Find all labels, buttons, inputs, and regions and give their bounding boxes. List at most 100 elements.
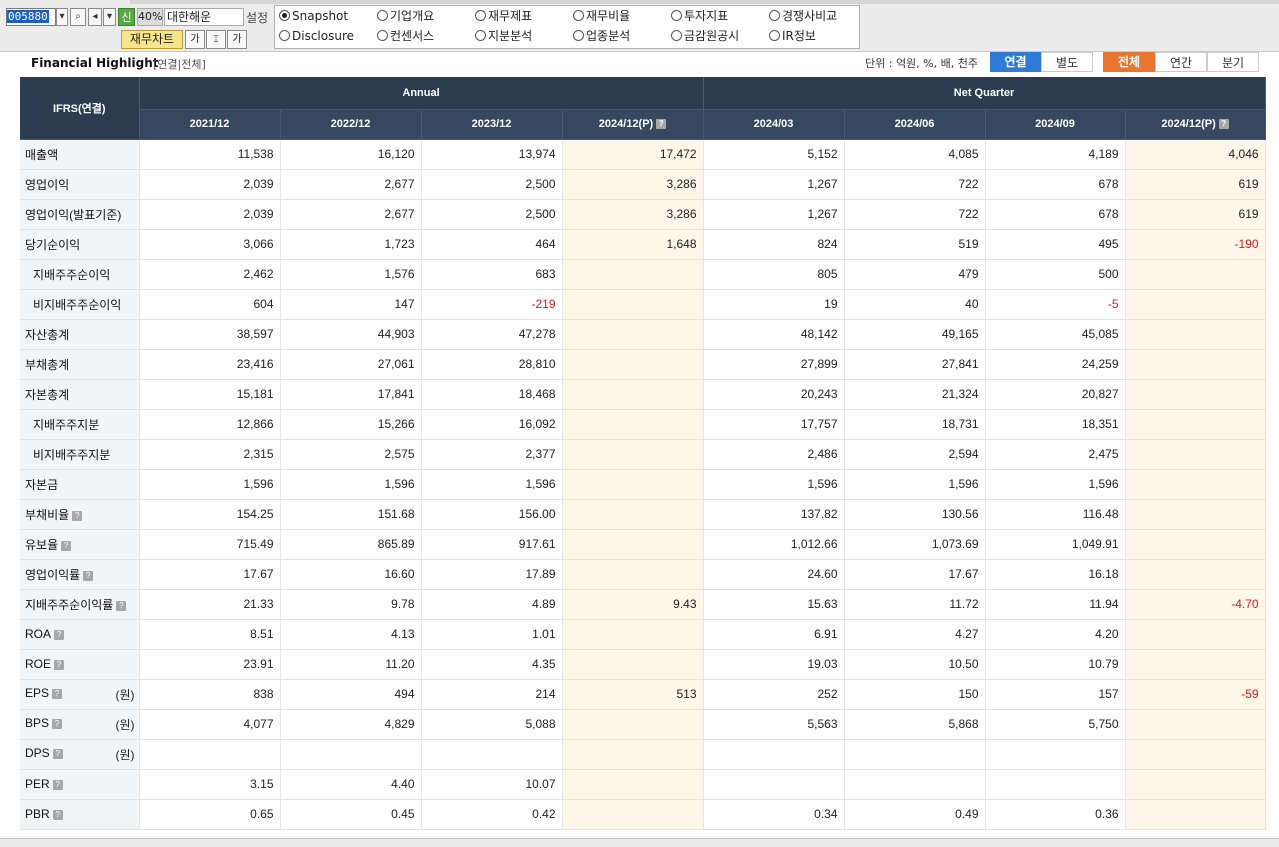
table-cell (703, 739, 845, 770)
table-cell (1125, 499, 1266, 530)
help-icon[interactable]: ? (52, 748, 63, 759)
row-label-text: 지배주주지분 (33, 417, 100, 432)
table-row: 유보율? 715.49 865.89 917.61 1,012.66 1,073.69 1,… (20, 529, 1266, 560)
radio-label: 경쟁사비교 (782, 9, 838, 23)
table-cell (1125, 439, 1266, 470)
table-row: 자본총계 15,181 17,841 18,468 20,243 21,324 20,827 (20, 379, 1266, 410)
radio-ir-info[interactable]: IR정보 (769, 27, 816, 45)
font-up-icon[interactable]: 가 (227, 30, 247, 49)
radio-financial-ratios[interactable]: 재무비율 (573, 7, 630, 25)
table-cell: 2,039 (139, 169, 281, 200)
table-cell: 0.65 (139, 799, 281, 830)
list-dropdown-icon[interactable]: ▾ (103, 8, 116, 26)
radio-dot (769, 10, 780, 21)
row-label: 당기순이익 (20, 229, 140, 260)
help-icon[interactable]: ? (54, 660, 65, 670)
row-label-text: 영업이익률 (25, 567, 81, 582)
table-row: 자본금 1,596 1,596 1,596 1,596 1,596 1,596 (20, 469, 1266, 500)
help-icon[interactable]: ? (656, 119, 667, 129)
row-label-text: EPS (25, 685, 50, 700)
radio-label: 재무비율 (586, 9, 631, 23)
help-icon[interactable]: ? (83, 570, 94, 581)
table-cell (1125, 769, 1266, 800)
help-icon[interactable]: ? (52, 780, 63, 790)
table-cell: 38,597 (139, 319, 281, 350)
help-icon[interactable]: ? (1218, 119, 1229, 129)
table-cell (562, 799, 704, 830)
toggle-quarterly[interactable]: 분기 (1207, 52, 1259, 72)
table-cell: 10.07 (421, 769, 563, 800)
help-icon[interactable]: ? (52, 810, 63, 820)
table-cell: 18,731 (844, 409, 986, 440)
radio-shareholding[interactable]: 지분분석 (475, 27, 532, 45)
annual-group-header: Annual (139, 77, 704, 110)
table-cell: 917.61 (421, 529, 563, 560)
radio-snapshot[interactable]: Snapshot (279, 7, 348, 25)
radio-financial-statements[interactable]: 재무제표 (475, 7, 532, 25)
help-icon[interactable]: ? (61, 540, 72, 551)
content-area: Financial Highlight [연결|전체] 단위 : 억원, %, … (0, 52, 1279, 847)
help-icon[interactable]: ? (72, 510, 83, 521)
toggle-annual[interactable]: 연간 (1155, 52, 1207, 72)
table-cell: 1,596 (985, 469, 1126, 500)
table-cell: 1,596 (703, 469, 845, 500)
financial-chart-button[interactable]: 재무차트 (121, 30, 183, 49)
radio-label: 업종분석 (586, 29, 631, 43)
table-cell: 9.78 (280, 589, 422, 620)
radio-consensus[interactable]: 컨센서스 (377, 27, 434, 45)
table-row: 지배주주순이익 2,462 1,576 683 805 479 500 (20, 259, 1266, 290)
help-icon[interactable]: ? (52, 688, 63, 699)
toggle-separate[interactable]: 별도 (1041, 52, 1093, 72)
radio-disclosure[interactable]: Disclosure (279, 27, 354, 45)
row-label: ROE? (20, 649, 140, 680)
table-cell: 19.03 (703, 649, 845, 680)
help-icon[interactable]: ? (54, 630, 65, 640)
row-label-text: 매출액 (25, 147, 59, 162)
table-cell: 16.60 (280, 559, 422, 590)
table-cell: 18,468 (421, 379, 563, 410)
toggle-all[interactable]: 전체 (1103, 52, 1155, 72)
table-cell: 464 (421, 229, 563, 260)
help-icon[interactable]: ? (52, 718, 63, 729)
table-cell: 23.91 (139, 649, 281, 680)
stock-code-input[interactable]: 005880 (6, 8, 56, 26)
table-cell (1125, 709, 1266, 740)
table-cell (844, 769, 986, 800)
table-cell: 45,085 (985, 319, 1126, 350)
dropdown-arrow-button[interactable]: ▾ (56, 8, 68, 26)
help-icon[interactable]: ? (116, 600, 127, 611)
company-name-field[interactable]: 대한해운 (164, 8, 244, 26)
table-cell: 252 (703, 679, 845, 710)
table-cell: 4.20 (985, 619, 1126, 650)
radio-peer-comparison[interactable]: 경쟁사비교 (769, 7, 837, 25)
column-header-label: 2023/12 (471, 118, 512, 130)
table-cell: 4,085 (844, 139, 986, 170)
table-row: 영업이익률? 17.67 16.60 17.89 24.60 17.67 16.18 (20, 559, 1266, 590)
radio-company-overview[interactable]: 기업개요 (377, 7, 434, 25)
radio-industry-analysis[interactable]: 업종분석 (573, 27, 630, 45)
font-size-icon[interactable]: 가 (185, 30, 205, 49)
toggle-consolidated[interactable]: 연결 (990, 52, 1041, 72)
table-cell: 2,475 (985, 439, 1126, 470)
table-cell: -190 (1125, 229, 1266, 260)
table-cell: -4.70 (1125, 589, 1266, 620)
radio-dot (769, 30, 780, 41)
radio-fss-disclosure[interactable]: 금감원공시 (671, 27, 739, 45)
table-cell: 44,903 (280, 319, 422, 350)
table-cell (562, 379, 704, 410)
table-cell: 805 (703, 259, 845, 290)
table-row: 지배주주지분 12,866 15,266 16,092 17,757 18,731 18,3… (20, 409, 1266, 440)
table-row: EPS? (원) 838 494 214 513 252 150 157 -59 (20, 679, 1266, 710)
table-cell: 1,596 (844, 469, 986, 500)
row-label-text: 자산총계 (25, 327, 70, 342)
table-cell (562, 439, 704, 470)
fit-screen-icon[interactable]: ⌶ (206, 30, 226, 49)
radio-investment-indicators[interactable]: 투자지표 (671, 7, 728, 25)
sin-button[interactable]: 신 (118, 8, 135, 26)
table-cell: 28,810 (421, 349, 563, 380)
settings-link[interactable]: 설정 (246, 11, 269, 25)
table-cell: 4.35 (421, 649, 563, 680)
speaker-icon[interactable]: ◂ (88, 8, 102, 26)
search-icon[interactable]: ⌕ (70, 8, 86, 26)
table-cell (562, 559, 704, 590)
